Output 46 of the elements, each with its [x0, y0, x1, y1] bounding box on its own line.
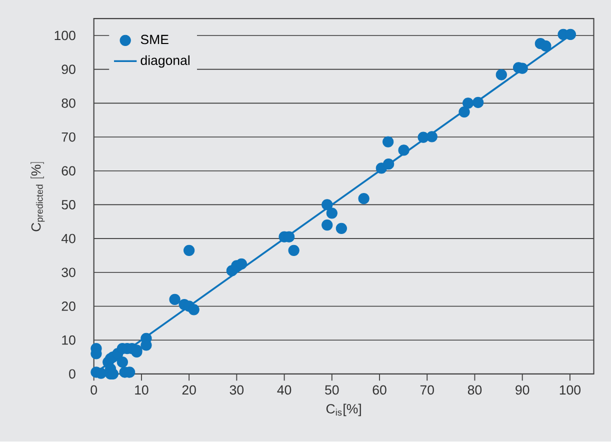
point [336, 223, 347, 234]
point [382, 158, 394, 170]
y-tick-label: 70 [62, 132, 76, 142]
point [462, 98, 474, 109]
point [358, 193, 370, 204]
point [169, 294, 180, 306]
point [184, 245, 195, 256]
legend-label: SME [140, 35, 168, 44]
point [426, 131, 438, 142]
legend-label: diagonal [140, 56, 190, 68]
point [398, 144, 410, 156]
y-tick-label: 60 [62, 166, 76, 176]
y-axis-title: $\mathrm{C}_{\mathrm{predicted}}\;[\%]$ [30, 162, 45, 232]
point [288, 245, 300, 256]
x-tick-label: 30 [230, 385, 244, 395]
point [188, 304, 200, 316]
x-tick-label: 100 [560, 385, 580, 395]
point [116, 356, 128, 368]
x-tick-label: 90 [516, 385, 530, 395]
x-tick-label: 10 [135, 385, 148, 395]
x-tick-label: 70 [420, 385, 434, 395]
y-tick-label: 90 [62, 64, 76, 74]
x-tick-label: 40 [277, 385, 292, 395]
point [472, 97, 484, 108]
point [322, 220, 333, 231]
y-tick-label: 50 [62, 200, 76, 210]
point [236, 258, 248, 270]
point [496, 69, 507, 81]
point [322, 199, 333, 210]
y-tick-label: 10 [62, 336, 76, 345]
x-axis-title: C$_{is}$[%] [326, 404, 361, 416]
point [458, 106, 470, 118]
x-tick-label: 60 [372, 385, 386, 395]
x-tick-label: 20 [182, 385, 196, 395]
x-tick-label: 80 [468, 385, 482, 395]
y-tick-label: 0 [69, 369, 76, 379]
y-tick-label: 20 [62, 302, 76, 312]
point [326, 208, 338, 219]
point [382, 136, 394, 148]
y-tick-label: 30 [62, 268, 76, 278]
point [540, 40, 552, 52]
y-tick-label: 80 [62, 98, 76, 108]
x-tick-label: 50 [325, 385, 339, 395]
y-tick-label: 40 [61, 234, 76, 244]
y-tick-label: 100 [54, 31, 76, 40]
x-tick-label: 0 [90, 385, 98, 395]
